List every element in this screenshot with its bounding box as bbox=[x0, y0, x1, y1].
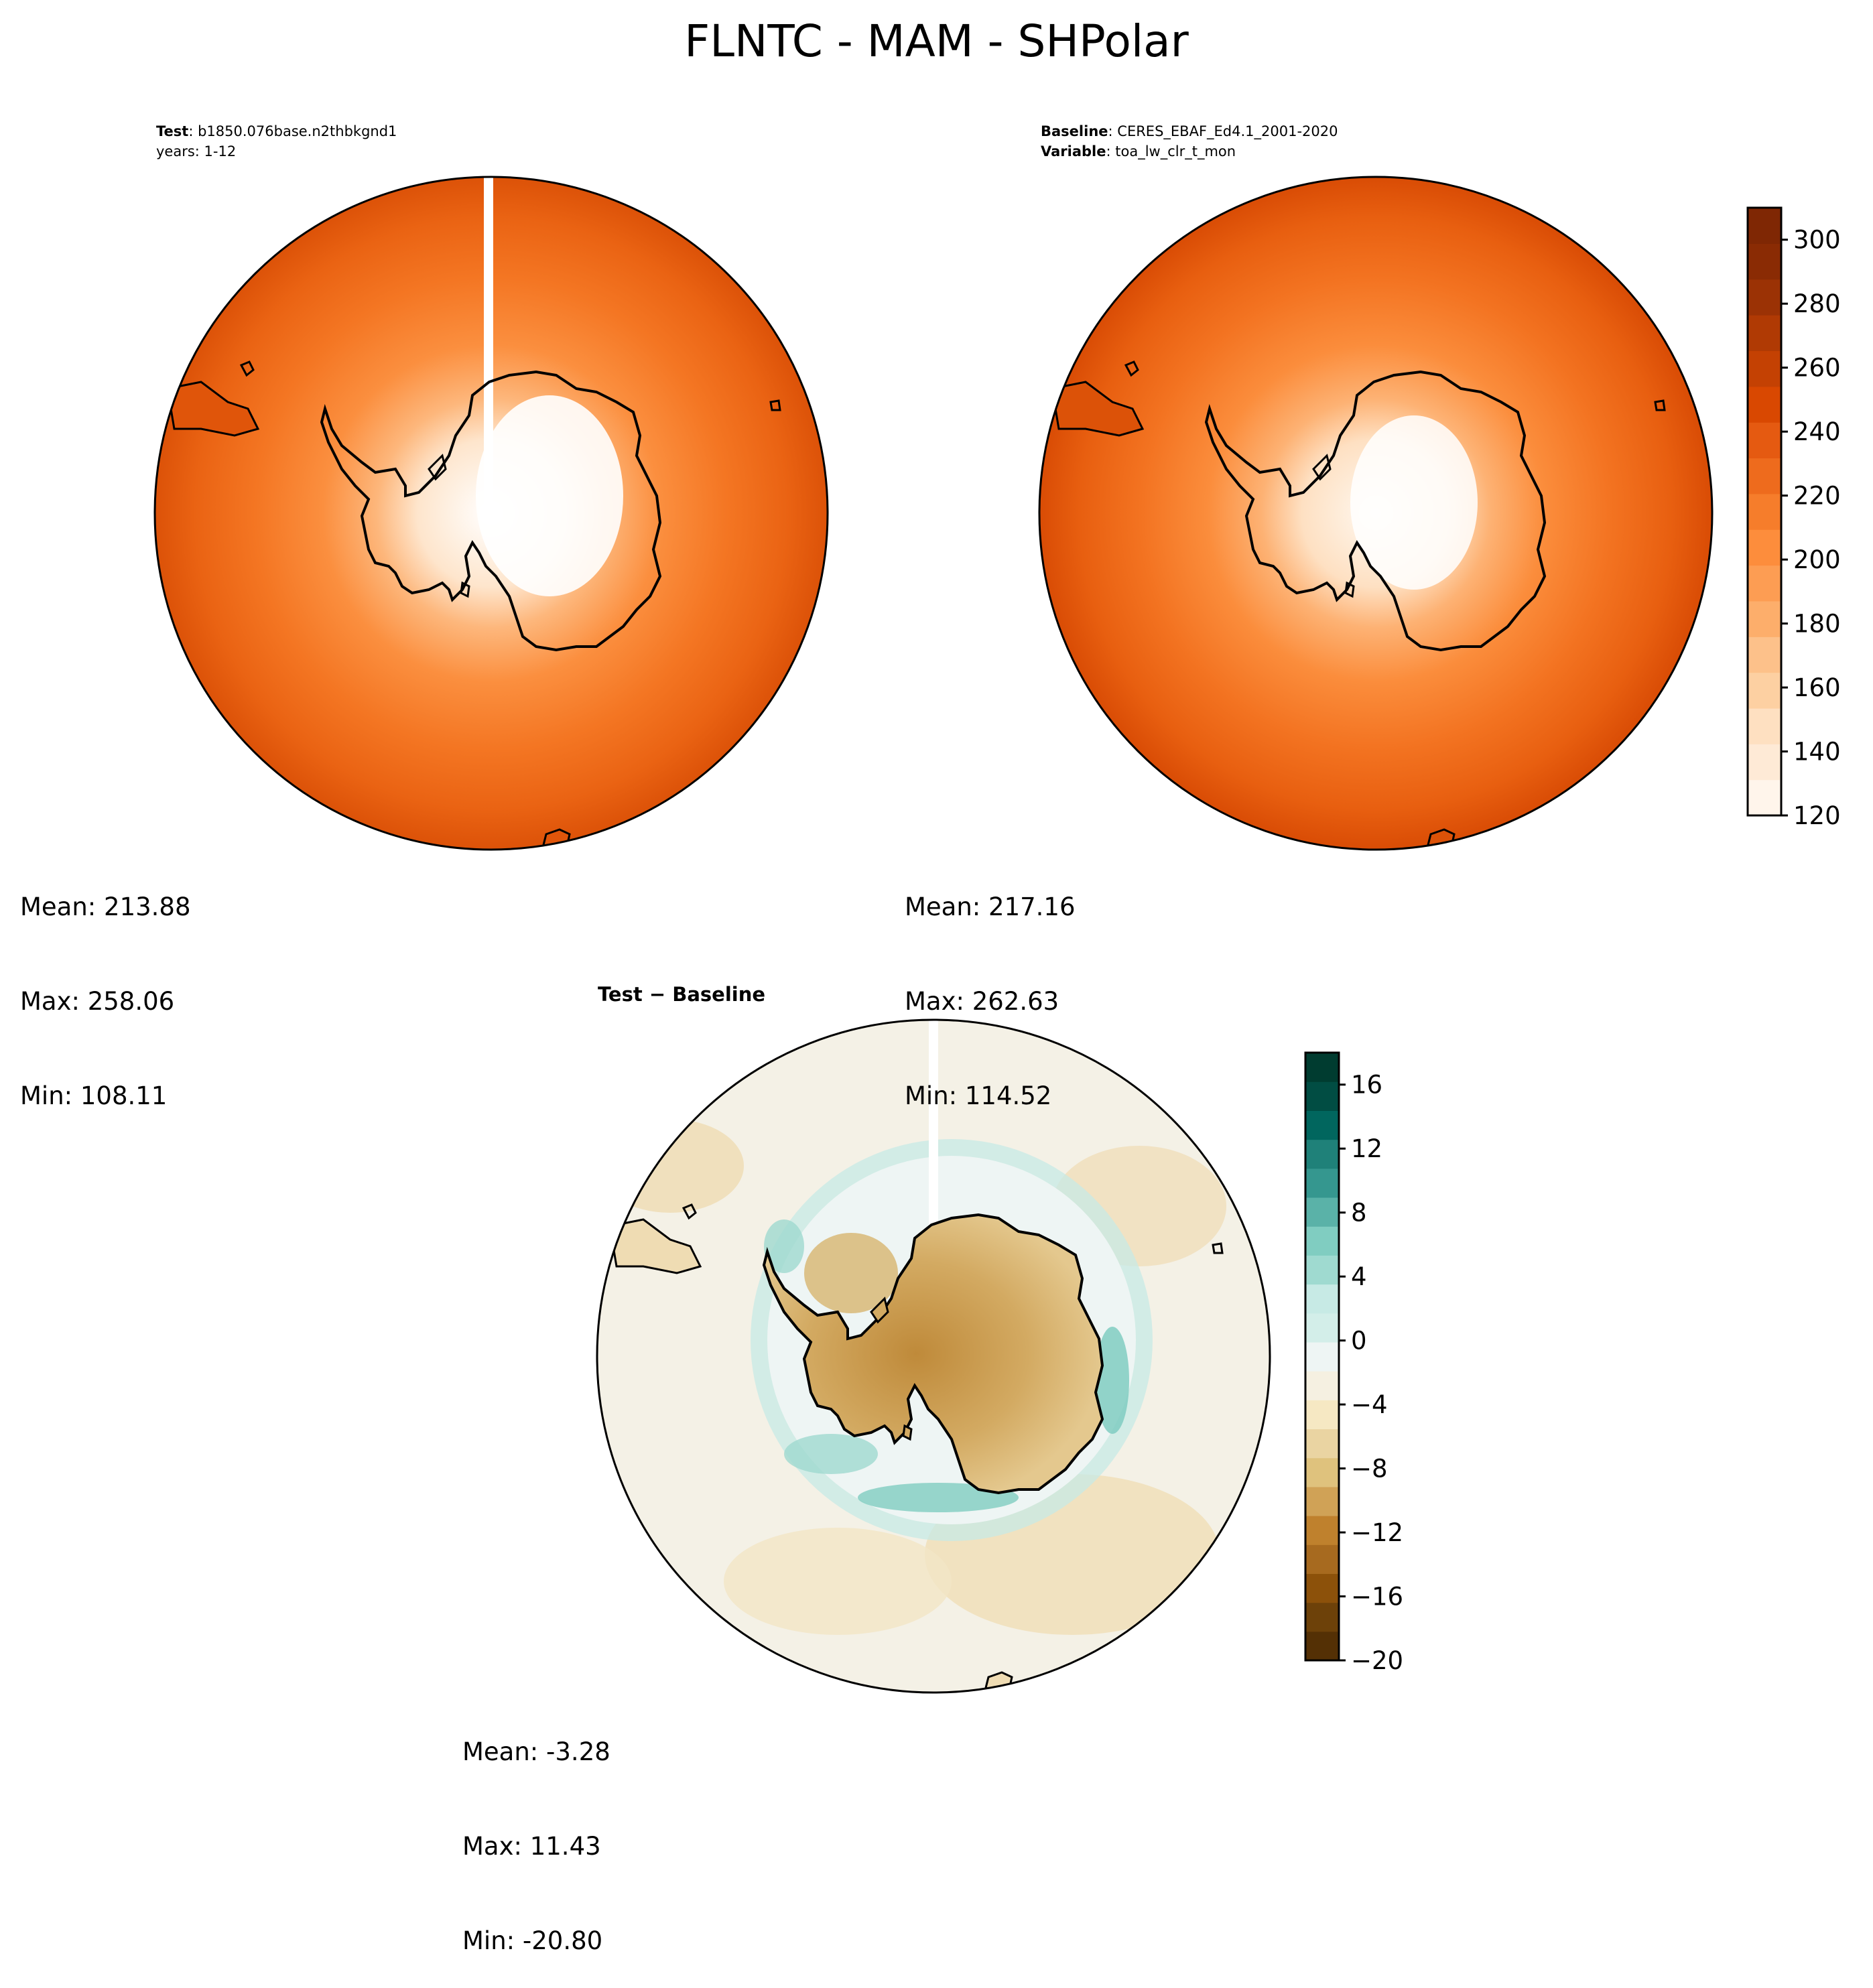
test-years: years: 1-12 bbox=[156, 143, 237, 159]
colorbar-diff-swatch bbox=[1305, 1516, 1339, 1545]
colorbar-main-tick-label: 200 bbox=[1793, 545, 1841, 574]
colorbar-main-swatch bbox=[1748, 779, 1781, 816]
diff-map-boundary bbox=[596, 1018, 1271, 1694]
colorbar-main-swatch bbox=[1748, 458, 1781, 494]
test-max: Max: 258.06 bbox=[20, 987, 175, 1016]
baseline-dataset-name: CERES_EBAF_Ed4.1_2001-2020 bbox=[1117, 123, 1338, 139]
baseline-map bbox=[1038, 176, 1714, 851]
colorbar-diff-swatch bbox=[1305, 1400, 1339, 1430]
test-map bbox=[153, 176, 829, 851]
colorbar-main-swatch bbox=[1748, 208, 1781, 244]
colorbar-diff-tick-label: 8 bbox=[1351, 1199, 1367, 1228]
baseline-mean: Mean: 217.16 bbox=[905, 892, 1076, 921]
diff-title: Test − Baseline bbox=[598, 983, 766, 1006]
test-case-name: b1850.076base.n2thbkgnd1 bbox=[198, 123, 397, 139]
test-map-boundary bbox=[153, 176, 829, 851]
colorbar-diff-tick-label: 16 bbox=[1351, 1071, 1382, 1100]
test-missing-data-strip bbox=[484, 177, 493, 516]
baseline-variable-key: Variable bbox=[1041, 143, 1106, 159]
colorbar-main-tick-label: 260 bbox=[1793, 354, 1841, 383]
colorbar-diff-tick-label: 4 bbox=[1351, 1262, 1367, 1291]
colorbar-main-swatch bbox=[1748, 600, 1781, 637]
colorbar-diff-tick-label: −4 bbox=[1351, 1390, 1388, 1419]
colorbar-diff-swatch bbox=[1305, 1486, 1339, 1516]
colorbar-diff-tick-label: −12 bbox=[1351, 1518, 1403, 1547]
baseline-map-boundary bbox=[1038, 176, 1714, 851]
colorbar-main-tick-label: 140 bbox=[1793, 738, 1841, 767]
colorbar-diff-swatch bbox=[1305, 1341, 1339, 1372]
colorbar-diff-tick-label: 12 bbox=[1351, 1134, 1382, 1163]
colorbar-main-swatch bbox=[1748, 243, 1781, 280]
colorbar-diff: −20 −16 −12 −8 −4 0 4 8 12 16 bbox=[1304, 1051, 1403, 1675]
colorbar-main-tick-label: 160 bbox=[1793, 673, 1841, 702]
figure-title: FLNTC - MAM - SHPolar bbox=[684, 15, 1189, 67]
diff-antarctica-coastline bbox=[762, 1213, 1104, 1495]
colorbar-diff-swatch bbox=[1305, 1631, 1339, 1661]
colorbar-main-tick-label: 220 bbox=[1793, 482, 1841, 511]
colorbar-diff-swatch bbox=[1305, 1168, 1339, 1198]
baseline-variable: Variable: toa_lw_clr_t_mon bbox=[1041, 143, 1236, 159]
test-label: Test: b1850.076base.n2thbkgnd1 bbox=[156, 123, 397, 139]
colorbar-main-swatch bbox=[1748, 672, 1781, 709]
colorbar-main-swatch bbox=[1748, 529, 1781, 566]
colorbar-main-swatch bbox=[1748, 708, 1781, 744]
colorbar-diff-swatch bbox=[1305, 1053, 1339, 1082]
colorbar-diff-swatch bbox=[1305, 1457, 1339, 1487]
colorbar-diff-swatch bbox=[1305, 1110, 1339, 1140]
test-min: Min: 108.11 bbox=[20, 1081, 168, 1110]
test-stats: Mean: 213.88 Max: 258.06 Min: 108.11 bbox=[20, 828, 191, 1143]
colorbar-main-tick-label: 120 bbox=[1793, 801, 1841, 830]
colorbar-main-swatch bbox=[1748, 422, 1781, 459]
colorbar-diff-swatch bbox=[1305, 1371, 1339, 1400]
test-label-key: Test bbox=[156, 123, 189, 139]
colorbar-diff-swatch bbox=[1305, 1197, 1339, 1227]
colorbar-diff-frame bbox=[1304, 1051, 1340, 1662]
colorbar-main-swatch bbox=[1748, 637, 1781, 673]
colorbar-main-swatch bbox=[1748, 279, 1781, 316]
colorbar-diff-swatch bbox=[1305, 1081, 1339, 1111]
colorbar-diff-swatch bbox=[1305, 1313, 1339, 1343]
colorbar-diff-swatch bbox=[1305, 1602, 1339, 1632]
colorbar-main-tick-label: 280 bbox=[1793, 289, 1841, 318]
colorbar-diff-swatch bbox=[1305, 1226, 1339, 1256]
baseline-variable-name: toa_lw_clr_t_mon bbox=[1115, 143, 1236, 159]
colorbar-diff-swatch bbox=[1305, 1255, 1339, 1285]
test-mean: Mean: 213.88 bbox=[20, 892, 191, 921]
colorbar-main: 120 140 160 180 200 220 240 260 280 300 bbox=[1746, 206, 1841, 830]
diff-min: Min: -20.80 bbox=[462, 1926, 603, 1955]
colorbar-main-swatch bbox=[1748, 493, 1781, 530]
colorbar-main-frame bbox=[1746, 206, 1783, 817]
colorbar-main-swatch bbox=[1748, 315, 1781, 352]
diff-map bbox=[596, 1018, 1271, 1694]
diff-max: Max: 11.43 bbox=[462, 1832, 601, 1861]
diff-stats: Mean: -3.28 Max: 11.43 Min: -20.80 bbox=[462, 1673, 610, 1988]
colorbar-diff-swatch bbox=[1305, 1284, 1339, 1314]
test-antarctica-coastline bbox=[320, 370, 662, 652]
colorbar-main-swatch bbox=[1748, 386, 1781, 423]
baseline-min: Min: 114.52 bbox=[905, 1081, 1052, 1110]
baseline-antarctica-coastline bbox=[1204, 370, 1547, 652]
baseline-stats: Mean: 217.16 Max: 262.63 Min: 114.52 bbox=[905, 828, 1076, 1143]
colorbar-main-tick-label: 180 bbox=[1793, 610, 1841, 639]
colorbar-main-tick-label: 300 bbox=[1793, 226, 1841, 255]
colorbar-diff-tick-label: 0 bbox=[1351, 1327, 1367, 1355]
colorbar-diff-tick-label: −8 bbox=[1351, 1455, 1388, 1483]
colorbar-diff-tick-label: −20 bbox=[1351, 1646, 1403, 1675]
colorbar-main-swatch bbox=[1748, 565, 1781, 602]
diff-mean: Mean: -3.28 bbox=[462, 1737, 610, 1766]
colorbar-diff-tick-label: −16 bbox=[1351, 1583, 1403, 1611]
baseline-label-key: Baseline bbox=[1041, 123, 1108, 139]
colorbar-main-swatch bbox=[1748, 744, 1781, 781]
colorbar-main-swatch bbox=[1748, 350, 1781, 387]
colorbar-diff-swatch bbox=[1305, 1429, 1339, 1459]
baseline-label: Baseline: CERES_EBAF_Ed4.1_2001-2020 bbox=[1041, 123, 1338, 139]
colorbar-diff-swatch bbox=[1305, 1139, 1339, 1169]
colorbar-diff-swatch bbox=[1305, 1544, 1339, 1575]
colorbar-diff-swatch bbox=[1305, 1573, 1339, 1603]
colorbar-main-tick-label: 240 bbox=[1793, 417, 1841, 446]
baseline-max: Max: 262.63 bbox=[905, 987, 1059, 1016]
